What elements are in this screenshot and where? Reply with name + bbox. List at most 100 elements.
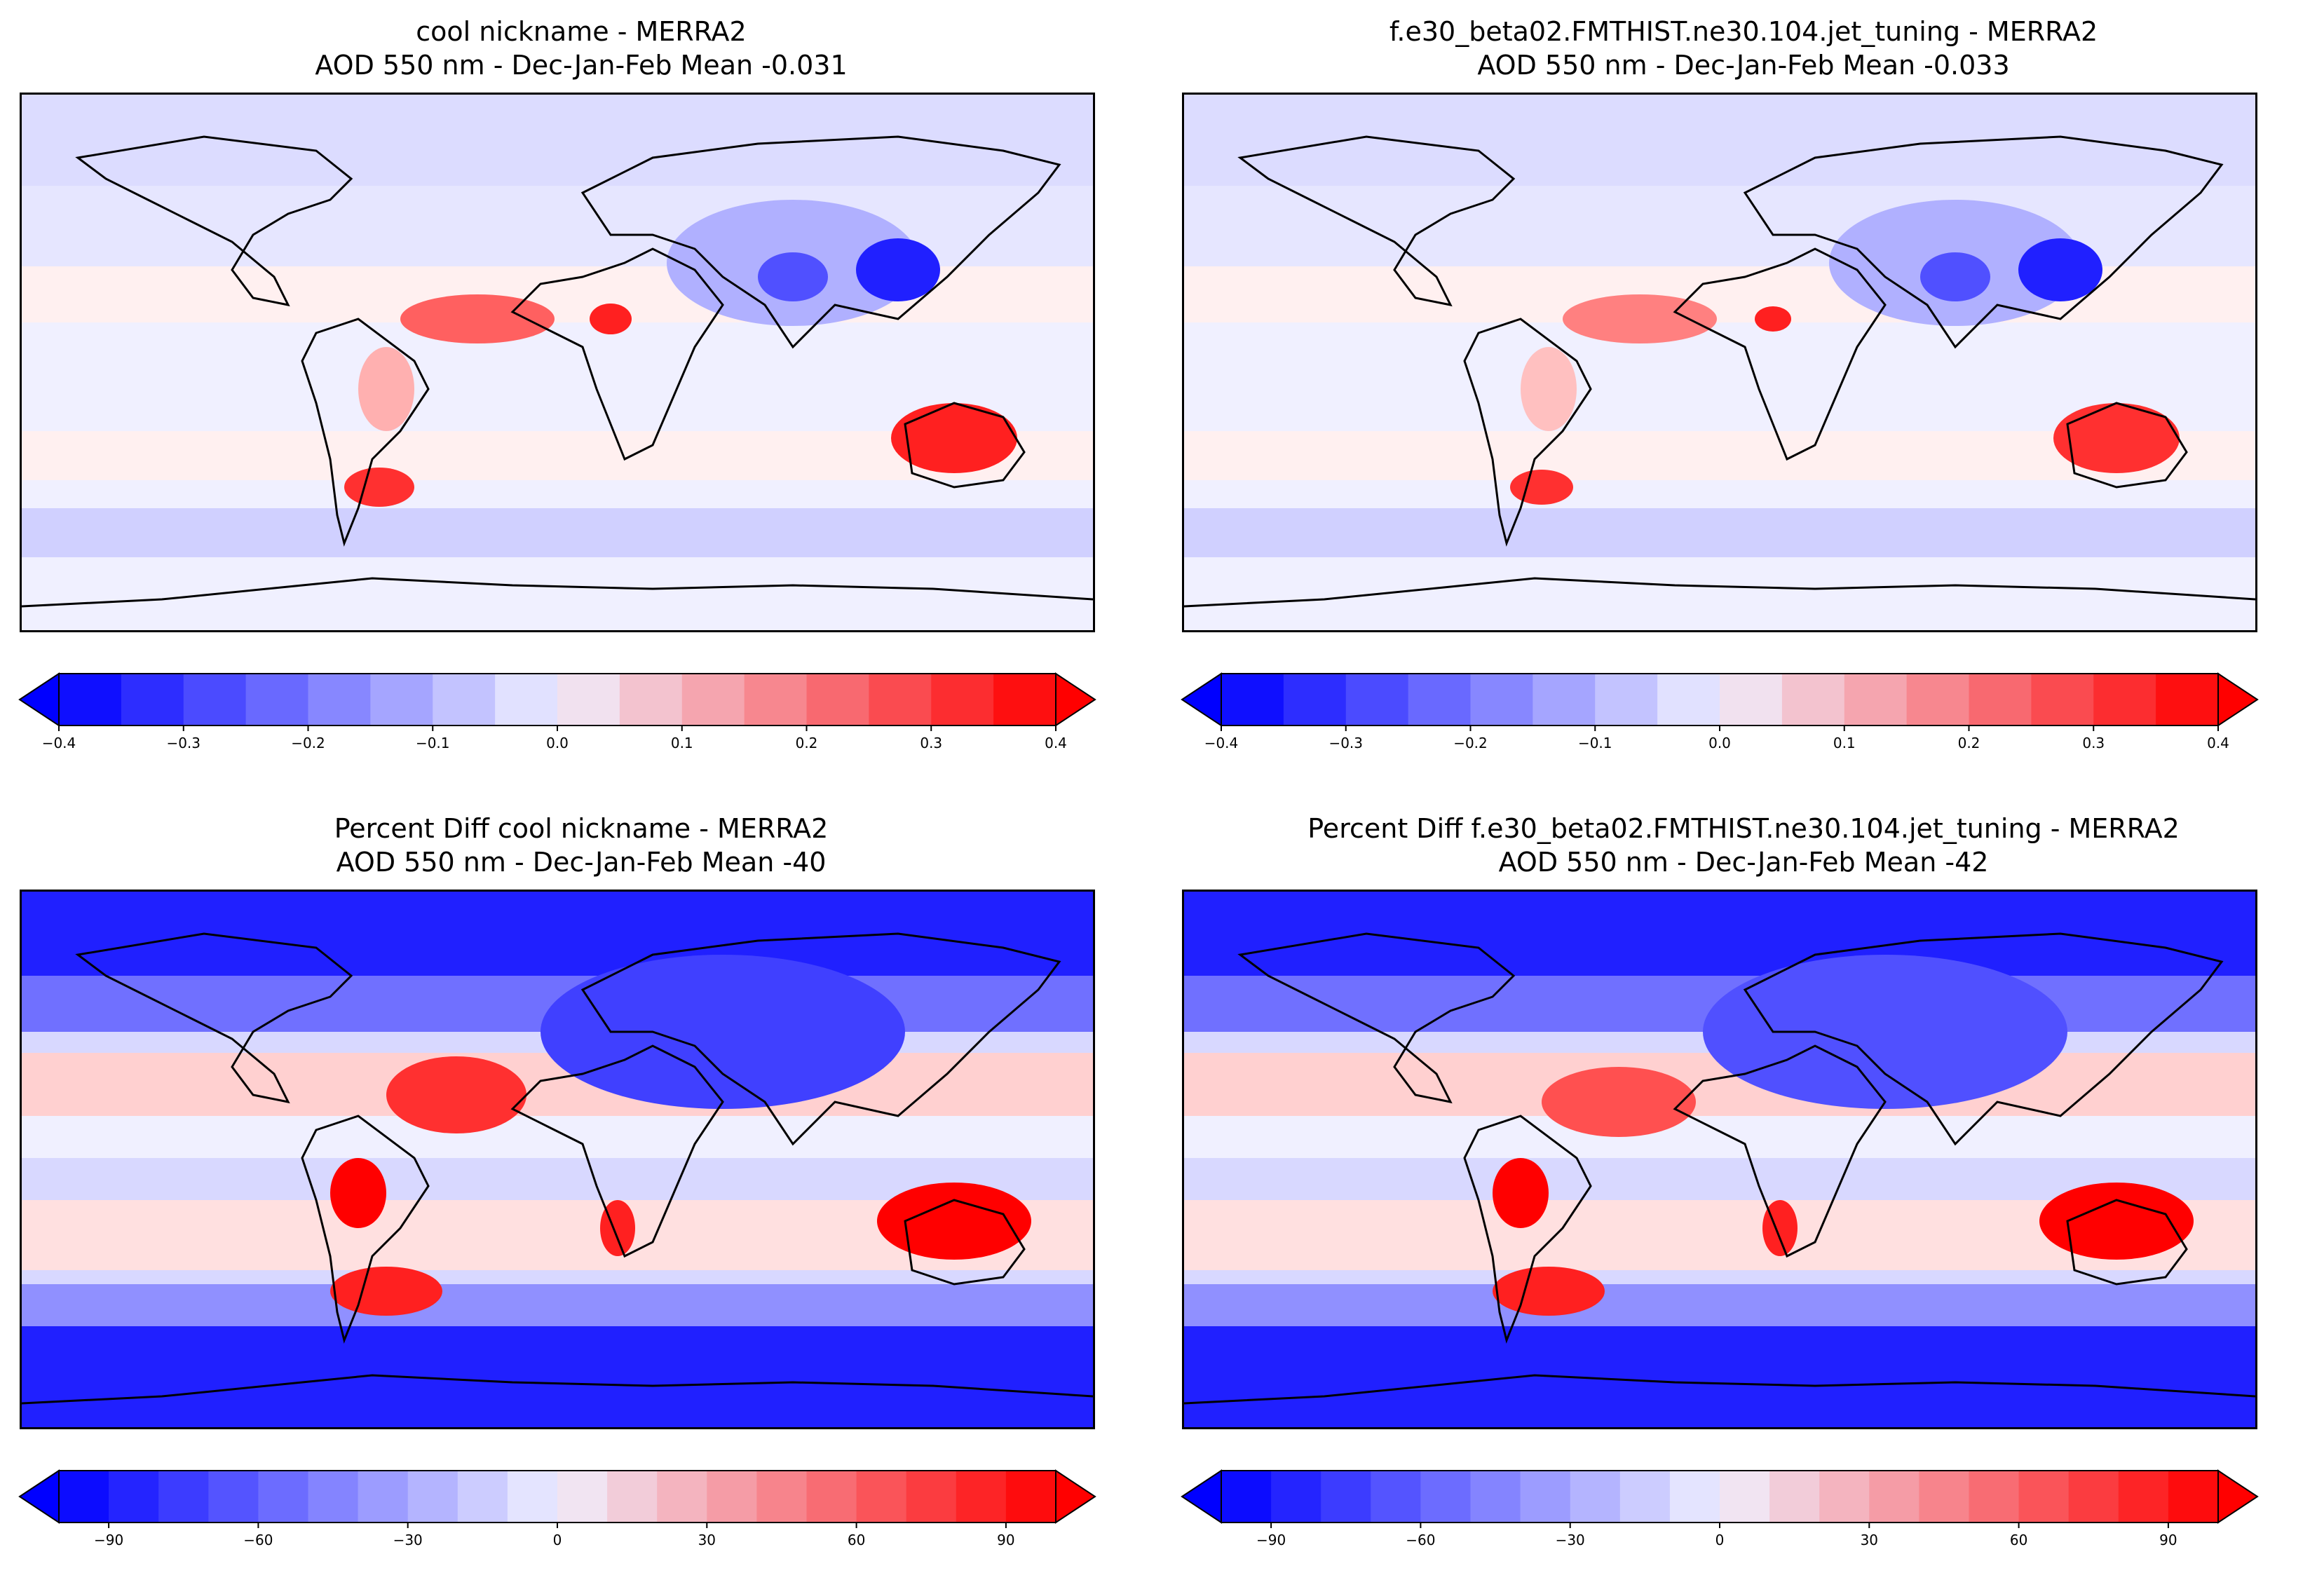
- coast-south-america: [1463, 318, 1592, 547]
- colorbar-ticks: −0.4 −0.3 −0.2 −0.1 0.0 0.1 0.2 0.3 0.4: [42, 726, 1067, 751]
- colorbar-svg: −90 −60 −30 0 30 60 90: [18, 1469, 1096, 1548]
- colorbar-swatch: [2068, 1471, 2119, 1523]
- colorbar-swatch: [1371, 1471, 1421, 1523]
- colorbar-swatch: [1470, 674, 1533, 726]
- colorbar-swatch: [657, 1471, 707, 1523]
- contour-southamerica-red: [330, 1158, 386, 1228]
- colorbar-swatch: [1595, 674, 1658, 726]
- coast-south-america: [1463, 1115, 1592, 1344]
- coast-eurasia-north: [1743, 135, 2224, 349]
- colorbar-swatch: [507, 1471, 558, 1523]
- colorbar-swatch: [1420, 1471, 1471, 1523]
- colorbar-tick-label: 90: [997, 1532, 1014, 1548]
- colorbar-swatch: [495, 674, 558, 726]
- colorbar-swatch: [1570, 1471, 1621, 1523]
- colorbar-swatch: [744, 674, 807, 726]
- contour-south-mid: [1184, 1284, 2255, 1326]
- colorbar-tick-label: 60: [848, 1532, 865, 1548]
- colorbar-swatch: [109, 1471, 159, 1523]
- colorbar-swatch: [59, 674, 122, 726]
- map-plot: [20, 93, 1095, 632]
- contour-southamerica-red: [358, 347, 414, 431]
- colorbar: −90 −60 −30 0 30 60 90: [1181, 1469, 2259, 1548]
- colorbar-ticks: −0.4 −0.3 −0.2 −0.1 0.0 0.1 0.2 0.3 0.4: [1204, 726, 2229, 751]
- contour-australia-red: [2039, 1183, 2194, 1260]
- contour-north-band: [22, 95, 1093, 186]
- colorbar-swatch: [557, 674, 620, 726]
- contour-sahara-red: [590, 304, 632, 334]
- colorbar-tick-label: −30: [393, 1532, 423, 1548]
- coast-africa-eurasia: [510, 247, 724, 461]
- coast-africa-eurasia: [510, 1044, 724, 1258]
- coast-australia: [2066, 1199, 2188, 1286]
- contour-atlantic-red: [386, 1056, 526, 1133]
- colorbar-swatch: [158, 1471, 209, 1523]
- colorbar-swatch: [370, 674, 433, 726]
- coast-antarctica: [1184, 577, 2255, 608]
- contour-atlantic-dust: [1563, 294, 1717, 343]
- panel-subtitle: AOD 550 nm - Dec-Jan-Feb Mean -0.033: [1477, 50, 2010, 81]
- colorbar-tick-label: −0.4: [42, 735, 76, 751]
- colorbar-swatch: [1533, 674, 1596, 726]
- panel-title: Percent Diff f.e30_beta02.FMTHIST.ne30.1…: [1307, 813, 2180, 844]
- map-svg: [22, 95, 1093, 630]
- colorbar-swatch: [1408, 674, 1471, 726]
- contour-fills: [22, 892, 1093, 1427]
- colorbar-extend-min: [1181, 672, 1222, 727]
- colorbar-swatch: [557, 1471, 608, 1523]
- colorbar-extend-min: [18, 1469, 60, 1524]
- coast-africa-eurasia: [1673, 1044, 1887, 1258]
- colorbar-swatch: [121, 674, 184, 726]
- colorbar-tick-label: 0.1: [1833, 735, 1856, 751]
- colorbar-ticks: −90 −60 −30 0 30 60 90: [94, 1523, 1015, 1548]
- colorbar-swatch: [1669, 1471, 1720, 1523]
- contour-south-band: [1184, 508, 2255, 557]
- colorbar-swatch: [1619, 1471, 1671, 1523]
- coast-eurasia-north: [580, 135, 1061, 349]
- coast-eurasia-north: [580, 932, 1061, 1146]
- contour-antarctic-band: [22, 1326, 1093, 1427]
- colorbar-extend-min: [1181, 1469, 1222, 1524]
- colorbar-svg: −0.4 −0.3 −0.2 −0.1 0.0 0.1 0.2 0.3 0.4: [18, 672, 1096, 751]
- colorbar-swatch: [2031, 674, 2094, 726]
- colorbar-tick-label: −60: [243, 1532, 273, 1548]
- coast-australia: [904, 402, 1026, 489]
- colorbar-swatch: [1657, 674, 1720, 726]
- colorbar-swatches: [1181, 672, 2259, 727]
- contour-india-blue: [758, 252, 828, 301]
- colorbar-swatch: [1271, 1471, 1321, 1523]
- colorbar-swatch: [1470, 1471, 1521, 1523]
- panel-title: f.e30_beta02.FMTHIST.ne30.104.jet_tuning…: [1389, 16, 2098, 47]
- colorbar-ticks: −90 −60 −30 0 30 60 90: [1256, 1523, 2177, 1548]
- contour-australia-red: [2053, 403, 2180, 473]
- panel-subtitle: AOD 550 nm - Dec-Jan-Feb Mean -40: [336, 847, 827, 878]
- contour-fills: [1184, 892, 2255, 1427]
- coast-africa-eurasia: [1673, 247, 1887, 461]
- colorbar-tick-label: 30: [698, 1532, 716, 1548]
- contour-australia-red: [891, 403, 1017, 473]
- contour-sahara-red: [1755, 306, 1791, 332]
- coastlines: [22, 932, 1093, 1405]
- colorbar-swatch: [806, 1471, 857, 1523]
- colorbar-extend-max: [2217, 1469, 2259, 1524]
- colorbar-tick-label: 0.3: [2082, 735, 2105, 751]
- coastlines: [22, 135, 1093, 608]
- colorbar-swatch: [956, 1471, 1007, 1523]
- colorbar-tick-label: 0.0: [546, 735, 569, 751]
- coast-north-america: [1237, 932, 1516, 1104]
- coast-eurasia-north: [1743, 932, 2224, 1146]
- colorbar-swatch: [358, 1471, 409, 1523]
- colorbar-tick-label: −60: [1406, 1532, 1435, 1548]
- contour-china-blue: [2018, 238, 2102, 301]
- colorbar-tick-label: 60: [2010, 1532, 2027, 1548]
- colorbar-swatch: [1844, 674, 1908, 726]
- colorbar-swatch: [1906, 674, 1969, 726]
- colorbar-swatch: [619, 674, 683, 726]
- colorbar-tick-label: −0.4: [1204, 735, 1239, 751]
- colorbar-swatch: [245, 674, 308, 726]
- colorbar-swatch: [756, 1471, 807, 1523]
- colorbar-swatch: [931, 674, 994, 726]
- colorbar-tick-label: −0.3: [166, 735, 201, 751]
- colorbar-tick-label: −90: [1256, 1532, 1286, 1548]
- coast-antarctica: [22, 1374, 1093, 1405]
